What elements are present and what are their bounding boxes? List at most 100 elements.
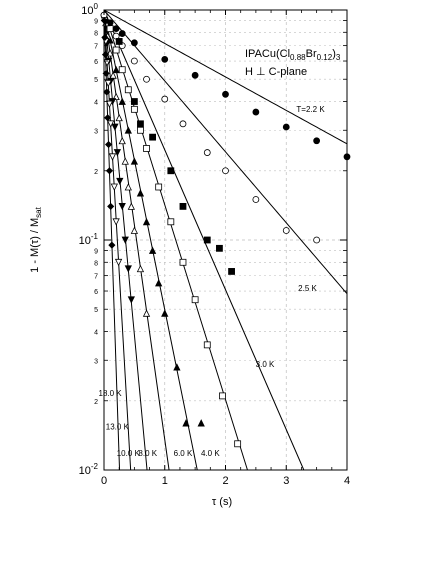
data-point [130, 39, 138, 47]
data-point [107, 202, 115, 210]
data-point [111, 123, 119, 131]
data-point [121, 157, 129, 165]
data-point [191, 296, 199, 304]
fit-curve [103, 9, 198, 471]
fit-curve [103, 9, 121, 471]
series-label: T=2.2 K [296, 105, 325, 114]
data-point [115, 38, 123, 45]
series-label: 6.0 K [174, 449, 193, 458]
data-point [101, 51, 110, 59]
data-point [137, 120, 144, 128]
data-point [148, 246, 157, 254]
data-point [143, 75, 150, 83]
data-point [179, 120, 187, 128]
y-minor-tick-label: 9 [94, 19, 98, 26]
series-label: 8.0 K [138, 449, 157, 458]
y-minor-tick-label: 4 [94, 330, 98, 337]
data-point [142, 217, 151, 226]
data-point [108, 241, 116, 249]
data-point [103, 88, 111, 96]
data-point [161, 309, 169, 317]
y-minor-tick-label: 8 [94, 260, 98, 267]
series-label: 2.5 K [298, 284, 317, 293]
data-point [282, 227, 290, 234]
data-point [203, 149, 211, 156]
data-point [127, 202, 135, 210]
data-point [137, 126, 144, 134]
fit-curve [103, 9, 348, 295]
data-point [114, 258, 123, 267]
y-minor-tick-label: 4 [94, 100, 98, 107]
x-tick-label: 4 [344, 475, 350, 487]
data-point [109, 71, 117, 79]
data-point [161, 95, 169, 103]
data-point [173, 363, 181, 371]
data-point [108, 153, 117, 161]
series-label: 18.0 K [99, 389, 123, 398]
x-tick-label: 0 [101, 475, 107, 487]
y-minor-tick-label: 2 [94, 399, 98, 406]
data-point [179, 202, 187, 210]
data-point [203, 236, 211, 244]
y-minor-tick-label: 3 [94, 358, 98, 365]
y-minor-tick-label: 5 [94, 77, 98, 84]
x-tick-label: 1 [162, 475, 168, 487]
data-point [203, 341, 211, 349]
data-point [118, 202, 126, 211]
data-point [113, 149, 122, 157]
y-minor-tick-label: 8 [94, 30, 98, 37]
data-point [343, 153, 351, 161]
y-minor-tick-label: 9 [94, 249, 98, 256]
y-tick-label: 100 [81, 2, 98, 17]
data-point [191, 71, 199, 79]
data-point [116, 177, 124, 186]
data-point [155, 279, 163, 287]
data-point [197, 419, 205, 427]
data-point [124, 183, 132, 191]
axis-ticks: 0 1 2 3 4 10-2 10-1 100 2 3 4 5 6 7 8 9 2 3 4 5 6 7 8 9 [79, 2, 350, 487]
data-point [124, 126, 132, 134]
data-point [252, 108, 260, 116]
data-point [112, 46, 120, 54]
data-point [216, 244, 223, 252]
data-point [104, 140, 113, 149]
fit-curve [103, 9, 170, 471]
data-point [130, 105, 138, 113]
y-axis-label: 1 - M(τ) / Msat [29, 206, 43, 273]
data-point [130, 57, 138, 65]
data-point [121, 236, 129, 244]
data-point [228, 268, 235, 275]
series-label: 10.0 K [117, 449, 141, 458]
data-point [136, 264, 145, 273]
y-minor-tick-label: 7 [94, 274, 98, 281]
data-point [112, 218, 120, 226]
data-point [161, 55, 169, 63]
fit-curve [103, 9, 348, 145]
data-point [118, 97, 126, 105]
data-point [143, 145, 150, 152]
data-point [112, 25, 120, 33]
data-point [179, 258, 187, 266]
data-point [104, 79, 112, 88]
data-point [118, 66, 126, 74]
data-point [110, 183, 118, 191]
x-tick-label: 2 [222, 475, 228, 487]
series-label: 13.0 K [106, 422, 130, 431]
y-minor-tick-label: 6 [94, 289, 98, 296]
data-point [124, 86, 132, 94]
x-axis-label: τ (s) [212, 496, 232, 508]
data-point [130, 98, 138, 105]
x-tick-label: 3 [283, 475, 289, 487]
data-point [118, 136, 126, 145]
data-point [105, 167, 114, 175]
field-orientation-label: H ⊥ C-plane [245, 66, 307, 78]
data-point [252, 196, 260, 203]
data-point [167, 167, 175, 175]
data-point [112, 65, 120, 74]
data-point [102, 69, 110, 77]
data-point [115, 113, 123, 122]
data-point [182, 419, 190, 427]
data-point [167, 218, 175, 226]
data-point [136, 189, 145, 197]
